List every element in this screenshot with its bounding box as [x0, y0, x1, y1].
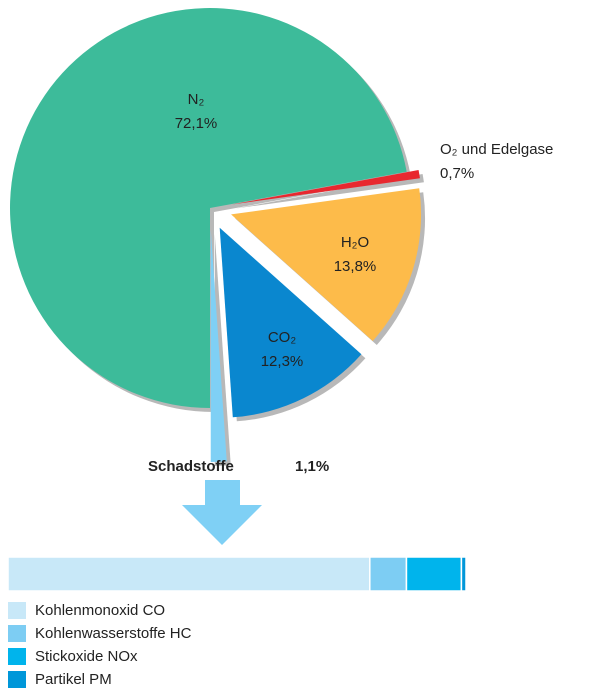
arrow — [182, 480, 262, 545]
legend-swatch — [8, 625, 26, 642]
legend-label: Stickoxide NOx — [35, 648, 138, 665]
slice-value-label: 1,1% — [295, 458, 329, 475]
bar-segment — [460, 556, 467, 592]
slice — [210, 229, 227, 462]
slice-label: N₂ — [188, 91, 205, 108]
bar-segment — [7, 556, 371, 592]
slice — [219, 227, 362, 418]
legend-label: Partikel PM — [35, 671, 112, 688]
legend-swatch — [8, 602, 26, 619]
legend-swatch — [8, 648, 26, 665]
slice-value-label: 13,8% — [334, 258, 377, 275]
slice-label: H₂O — [341, 234, 369, 251]
bar-segment — [369, 556, 408, 592]
slice-label: O₂ und Edelgase — [440, 141, 553, 158]
legend-label: Kohlenwasserstoffe HC — [35, 625, 192, 642]
slice-label: Schadstoffe — [148, 458, 234, 475]
slice-value-label: 12,3% — [261, 353, 304, 370]
slice — [231, 188, 422, 341]
slice-label: CO₂ — [268, 329, 297, 346]
slice-value-label: 72,1% — [175, 115, 218, 132]
slice — [231, 170, 420, 205]
slice-value-label: 0,7% — [440, 165, 474, 182]
legend-label: Kohlenmonoxid CO — [35, 602, 165, 619]
legend-swatch — [8, 671, 26, 688]
slice — [9, 7, 407, 408]
bar-segment — [405, 556, 463, 592]
